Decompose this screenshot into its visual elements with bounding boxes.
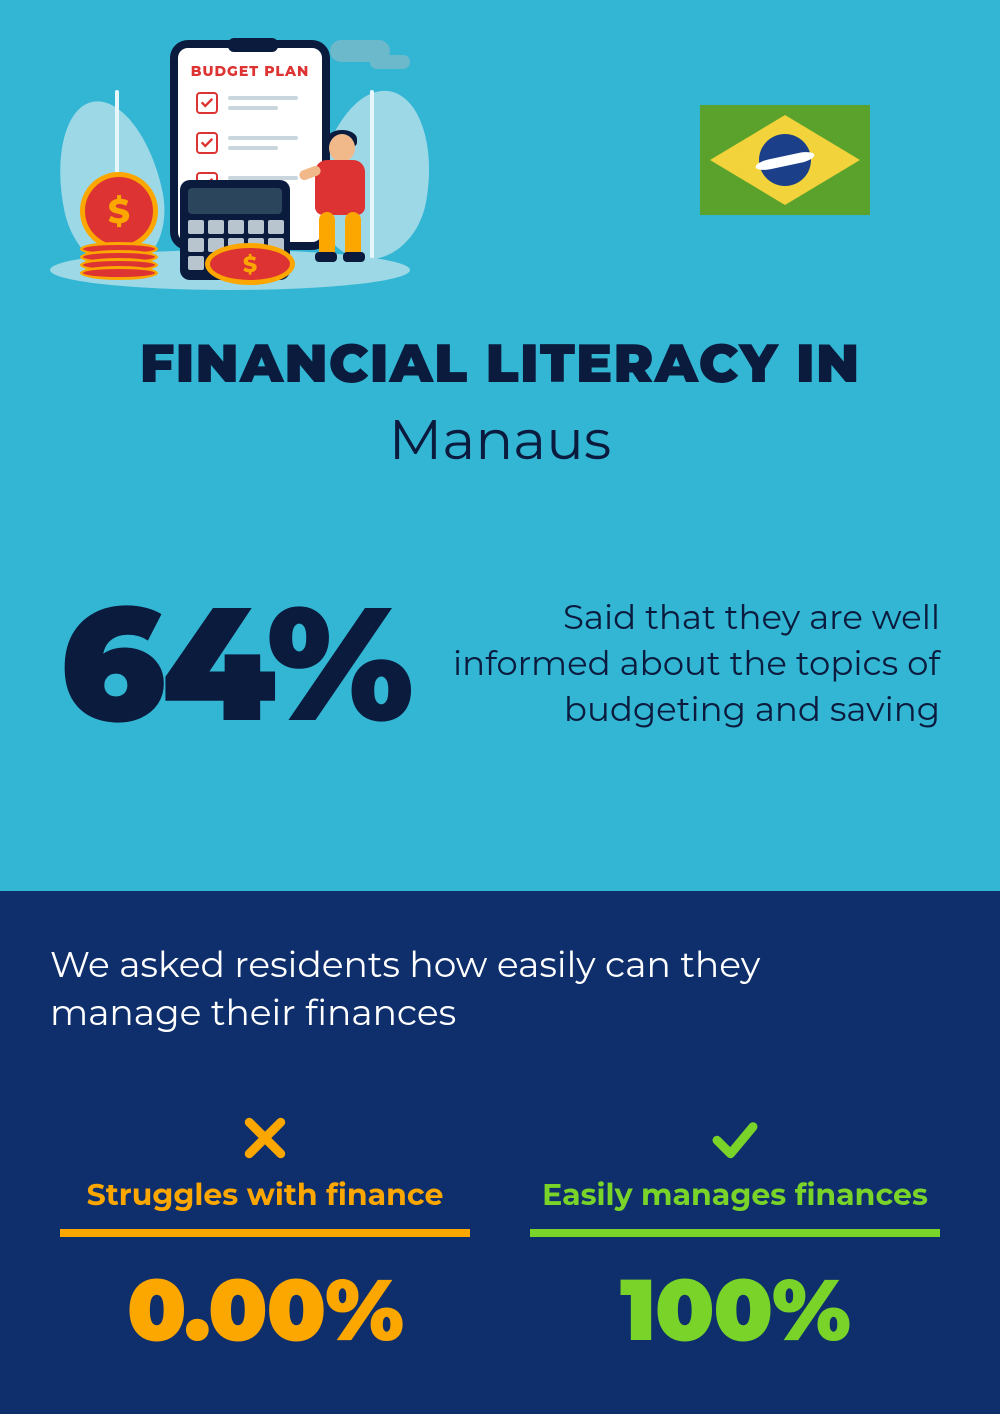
check-icon: [520, 1108, 950, 1168]
answer-value: 0.00%: [50, 1257, 480, 1362]
answer-struggles: Struggles with finance 0.00%: [50, 1108, 480, 1362]
coin-symbol: $: [80, 172, 158, 250]
cloud-shape: [370, 55, 410, 69]
answer-manages: Easily manages finances 100%: [520, 1108, 950, 1362]
survey-question: We asked residents how easily can they m…: [50, 941, 850, 1038]
title-block: FINANCIAL LITERACY IN Manaus: [50, 330, 950, 474]
headline-stat: 64% Said that they are well informed abo…: [50, 584, 950, 744]
answer-divider: [60, 1229, 470, 1237]
coin-flat-icon: $: [205, 243, 295, 285]
bottom-section: We asked residents how easily can they m…: [0, 891, 1000, 1414]
headline-stat-text: Said that they are well informed about t…: [440, 595, 940, 733]
flag-globe: [759, 134, 811, 186]
answers-row: Struggles with finance 0.00% Easily mana…: [50, 1108, 950, 1362]
answer-value: 100%: [520, 1257, 950, 1362]
page-title-line2: Manaus: [50, 406, 950, 474]
top-section: BUDGET PLAN: [0, 0, 1000, 891]
headline-stat-percent: 64%: [60, 584, 410, 744]
flag-band: [755, 150, 816, 172]
brazil-flag-icon: [700, 105, 870, 215]
person-icon: [305, 120, 375, 270]
checklist-row: [196, 92, 298, 114]
page-title-line1: FINANCIAL LITERACY IN: [50, 330, 950, 396]
checklist-row: [196, 132, 298, 154]
answer-divider: [530, 1229, 940, 1237]
answer-label: Easily manages finances: [520, 1176, 950, 1213]
answer-label: Struggles with finance: [50, 1176, 480, 1213]
hero-row: BUDGET PLAN: [50, 30, 950, 290]
coin-stack-icon: $: [80, 172, 158, 280]
clipboard-title: BUDGET PLAN: [178, 62, 322, 80]
budget-illustration: BUDGET PLAN: [50, 30, 410, 290]
cross-icon: [50, 1108, 480, 1168]
infographic-page: BUDGET PLAN: [0, 0, 1000, 1414]
clipboard-clip: [228, 38, 278, 52]
